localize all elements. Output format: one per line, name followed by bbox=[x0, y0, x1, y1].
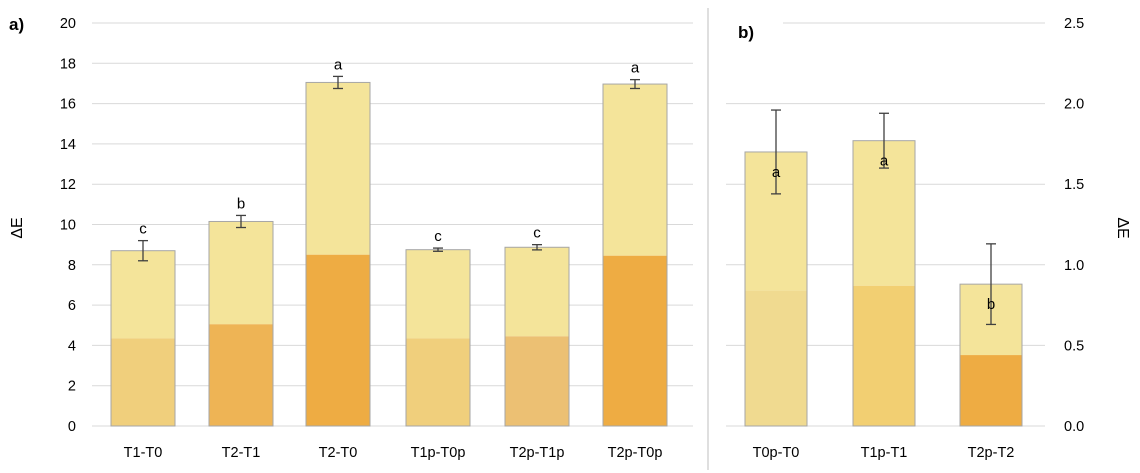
chart-a-y-axis-label: ΔE bbox=[9, 217, 26, 238]
b-category-label: T0p-T0 bbox=[753, 445, 800, 461]
chart-a-panel-label: a) bbox=[9, 15, 24, 34]
chart-a-error-bars bbox=[138, 75, 640, 262]
a-bar-bottom-segment bbox=[306, 254, 370, 426]
a-bar-top-segment bbox=[111, 250, 175, 339]
a-significance-label: a bbox=[334, 56, 343, 73]
a-y-tick-label: 0 bbox=[68, 419, 76, 435]
b-y-tick-label: 2.0 bbox=[1064, 97, 1084, 113]
b-significance-label: b bbox=[987, 296, 995, 313]
b-y-tick-label: 0.0 bbox=[1064, 419, 1084, 435]
chart-a-bars bbox=[110, 81, 668, 427]
a-y-tick-label: 14 bbox=[60, 137, 76, 153]
chart-b-category-labels: T0p-T0 T1p-T1 T2p-T2 bbox=[753, 445, 1015, 461]
a-significance-label: b bbox=[237, 195, 245, 212]
a-bar-top-segment bbox=[209, 221, 273, 325]
a-y-tick-label: 2 bbox=[68, 379, 76, 395]
b-significance-label: a bbox=[880, 153, 889, 170]
a-y-tick-label: 20 bbox=[60, 16, 76, 32]
chart-b-y-tick-labels: 0.0 0.5 1.0 1.5 2.0 2.5 bbox=[1064, 16, 1084, 435]
a-y-tick-label: 12 bbox=[60, 177, 76, 193]
a-bar-top-segment bbox=[505, 247, 569, 337]
chart-a-gridlines bbox=[92, 22, 693, 427]
a-bar-top-segment bbox=[406, 249, 470, 339]
a-category-label: T1-T0 bbox=[124, 445, 163, 461]
b-bar-bottom-segment bbox=[853, 285, 915, 426]
a-category-label: T2p-T0p bbox=[608, 445, 663, 461]
a-category-label: T2p-T1p bbox=[510, 445, 565, 461]
a-category-label: T1p-T0p bbox=[411, 445, 466, 461]
a-category-label: T2-T0 bbox=[319, 445, 358, 461]
a-bar-bottom-segment bbox=[111, 338, 175, 426]
chart-b-error-bars bbox=[771, 109, 996, 326]
b-y-tick-label: 1.5 bbox=[1064, 177, 1084, 193]
b-y-tick-label: 1.0 bbox=[1064, 258, 1084, 274]
a-bar-bottom-segment bbox=[603, 255, 667, 426]
a-bar-bottom-segment bbox=[505, 336, 569, 426]
a-significance-label: a bbox=[631, 60, 640, 77]
a-bar-top-segment bbox=[306, 82, 370, 255]
a-y-tick-label: 6 bbox=[68, 298, 76, 314]
b-bar-bottom-segment bbox=[960, 355, 1022, 426]
b-y-tick-label: 0.5 bbox=[1064, 338, 1084, 354]
a-category-label: T2-T1 bbox=[222, 445, 261, 461]
chart-b-y-axis-label: ΔE bbox=[1114, 217, 1131, 238]
a-significance-label: c bbox=[139, 221, 147, 238]
a-bar-top-segment bbox=[603, 84, 667, 256]
a-y-tick-label: 4 bbox=[68, 338, 76, 354]
chart-b-bars bbox=[744, 140, 1023, 427]
b-y-tick-label: 2.5 bbox=[1064, 16, 1084, 32]
a-y-tick-label: 16 bbox=[60, 97, 76, 113]
a-bar-bottom-segment bbox=[209, 324, 273, 426]
a-significance-label: c bbox=[533, 225, 541, 242]
b-bar-bottom-segment bbox=[745, 290, 807, 426]
chart-a-significance-labels: c b a c c a bbox=[139, 56, 640, 245]
b-category-label: T2p-T2 bbox=[968, 445, 1015, 461]
chart-b-significance-labels: a a b bbox=[772, 153, 995, 313]
chart-b-panel-label: b) bbox=[738, 23, 754, 42]
chart-a-category-labels: T1-T0 T2-T1 T2-T0 T1p-T0p T2p-T1p T2p-T0p bbox=[124, 445, 663, 461]
a-y-tick-label: 8 bbox=[68, 258, 76, 274]
a-y-tick-label: 18 bbox=[60, 56, 76, 72]
chart-b: 0.00.51.01.52.02.5 T0p-T0 T1p-T1 T2p-T2 aa… bbox=[726, 16, 1131, 461]
a-significance-label: c bbox=[434, 228, 442, 245]
chart-a-y-tick-labels: 0 2 4 6 8 10 12 14 16 18 20 bbox=[60, 16, 76, 435]
b-category-label: T1p-T1 bbox=[861, 445, 908, 461]
b-significance-label: a bbox=[772, 164, 781, 181]
a-bar-bottom-segment bbox=[406, 338, 470, 426]
chart-a: 0 2 4 6 8 10 12 14 16 18 20 T1-T0 T2-T1 T2-T0 T1p-T0p… bbox=[9, 15, 693, 461]
a-y-tick-label: 10 bbox=[60, 218, 76, 234]
